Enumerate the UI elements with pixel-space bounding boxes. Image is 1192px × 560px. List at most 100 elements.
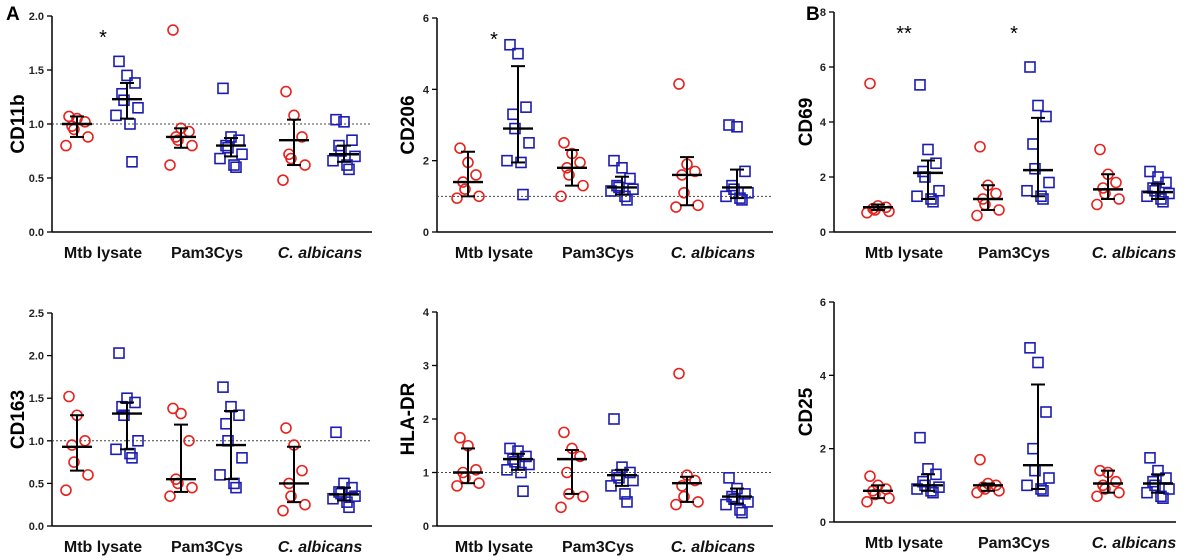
category-label: Pam3Cys [562,539,634,556]
data-point-square [222,141,234,154]
data-point-square [126,156,138,168]
data-point-circle [558,426,570,439]
y-tick-label: 0.5 [29,478,44,490]
data-point-square [1149,479,1161,492]
data-point-square [343,501,355,514]
category-label: Pam3Cys [978,535,1050,552]
data-point-circle [172,134,184,146]
category-label: C. albicans [671,539,756,556]
data-point-square [911,483,923,495]
data-point-square [1043,176,1055,189]
data-point-circle [1091,490,1103,503]
y-tick-label: 0 [423,227,429,239]
data-point-square [621,496,633,508]
data-point-square [515,466,527,479]
data-point-circle [1113,486,1125,499]
category-label: Mtb lysate [455,245,533,262]
data-point-square [228,159,240,171]
data-point-square [517,485,529,498]
data-point-square [233,409,245,422]
data-point-square [720,498,732,511]
data-point-circle [974,140,986,153]
data-point-circle [678,186,690,199]
data-point-square [927,486,939,499]
data-point-square [126,452,138,464]
data-point-circle [280,85,292,98]
data-point-square [739,488,751,500]
data-point-square [110,109,122,122]
y-tick-label: 1.5 [29,65,44,77]
data-point-square [624,466,636,479]
y-tick-label: 2 [423,156,429,168]
data-point-circle [299,159,311,171]
category-label: Pam3Cys [562,245,634,262]
data-point-circle [68,456,80,468]
data-point-square [619,488,631,500]
y-tick-label: 2.0 [29,351,44,363]
y-axis-label: CD206 [398,95,419,154]
data-point-square [1040,406,1052,418]
data-point-square [343,163,355,176]
y-tick-label: 0.0 [29,227,44,239]
data-point-circle [299,498,311,511]
y-tick-label: 3 [423,361,429,373]
chart-hla-dr-panel: 0 1 2 3 4 HLA-DR Mtb lysate Pam3Cys C. albicans [398,307,773,556]
data-point-square [349,150,361,163]
category-label: C. albicans [278,539,363,556]
data-point-square [619,190,631,203]
data-point-square [1029,162,1041,175]
data-point-square [1155,490,1167,503]
data-point-square [230,161,242,173]
data-point-square [517,188,529,201]
data-point-circle [285,152,297,165]
data-point-square [330,426,342,439]
y-tick-label: 2.0 [29,11,44,23]
category-label: C. albicans [1092,245,1177,262]
data-point-circle [864,77,876,90]
data-point-circle [689,165,701,178]
data-point-square [736,506,748,519]
y-tick-label: 6 [820,297,826,309]
data-point-circle [1094,143,1106,156]
data-point-square [118,409,130,422]
data-point-circle [454,142,466,154]
data-point-square [1032,99,1044,112]
data-point-circle [296,464,308,477]
y-axis-label: HLA-DR [398,382,419,455]
data-point-circle [555,501,567,514]
data-point-circle [63,390,75,403]
data-point-circle [869,488,881,501]
y-tick-label: 2 [820,444,826,456]
data-point-square [608,154,620,167]
data-point-square [214,469,226,481]
category-label: C. albicans [278,245,363,262]
data-point-square [349,490,361,502]
y-tick-label: 4 [820,117,827,129]
data-point-square [1024,61,1036,73]
data-point-square [113,347,125,359]
data-point-circle [82,131,94,143]
data-point-circle [451,192,463,204]
data-point-circle [692,496,704,508]
data-point-circle [974,453,986,466]
panel-label-a: A [6,4,20,25]
category-label: Pam3Cys [978,245,1050,262]
data-point-square [338,116,350,128]
category-label: Pam3Cys [171,539,243,556]
data-point-circle [186,481,198,494]
y-axis-label: CD25 [796,387,817,436]
data-point-square [520,101,532,113]
data-point-square [914,79,926,91]
y-tick-label: 2.5 [29,308,44,320]
data-point-square [608,413,620,425]
data-point-circle [60,139,72,152]
data-point-square [736,194,748,206]
y-tick-label: 1.5 [29,393,44,405]
data-point-square [1037,193,1049,205]
category-label: Mtb lysate [865,535,943,552]
y-tick-label: 0 [423,521,429,533]
panel-label-b: B [806,4,820,25]
data-point-circle [280,422,292,434]
chart-cd25-panel: 0 2 4 6 CD25 Mtb lysate Pam3Cys C. albicans [796,297,1176,552]
data-point-square [512,47,524,60]
